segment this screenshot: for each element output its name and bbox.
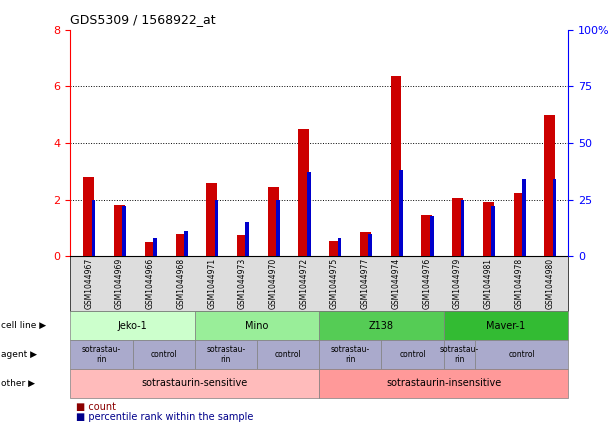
- Text: Maver-1: Maver-1: [486, 321, 525, 331]
- Bar: [145, 242, 156, 256]
- Text: other ▶: other ▶: [1, 379, 35, 388]
- Text: agent ▶: agent ▶: [1, 350, 37, 359]
- Text: sotrastau-
rin: sotrastau- rin: [331, 345, 370, 364]
- Bar: [461, 200, 464, 256]
- Bar: [299, 129, 309, 256]
- Text: ■ count: ■ count: [76, 402, 116, 412]
- Bar: [553, 179, 557, 256]
- Text: control: control: [508, 350, 535, 359]
- Bar: [268, 187, 279, 256]
- Text: control: control: [275, 350, 301, 359]
- Bar: [207, 183, 217, 256]
- Bar: [390, 77, 401, 256]
- Bar: [399, 170, 403, 256]
- Bar: [360, 232, 371, 256]
- Bar: [329, 241, 340, 256]
- Bar: [237, 235, 248, 256]
- Bar: [114, 205, 125, 256]
- Bar: [246, 222, 249, 256]
- Bar: [184, 231, 188, 256]
- Text: sotrastau-
rin: sotrastau- rin: [82, 345, 121, 364]
- Bar: [175, 233, 186, 256]
- Text: ■ percentile rank within the sample: ■ percentile rank within the sample: [76, 412, 254, 423]
- Bar: [544, 115, 555, 256]
- Text: Z138: Z138: [369, 321, 394, 331]
- Bar: [214, 200, 218, 256]
- Text: control: control: [399, 350, 426, 359]
- Text: GDS5309 / 1568922_at: GDS5309 / 1568922_at: [70, 13, 216, 26]
- Text: sotrastau-
rin: sotrastau- rin: [440, 345, 479, 364]
- Bar: [483, 203, 494, 256]
- Text: cell line ▶: cell line ▶: [1, 321, 46, 330]
- Bar: [276, 200, 280, 256]
- Bar: [338, 238, 342, 256]
- Bar: [122, 206, 126, 256]
- Text: sotrastaurin-sensitive: sotrastaurin-sensitive: [142, 378, 248, 388]
- Bar: [452, 198, 463, 256]
- Bar: [422, 215, 432, 256]
- Bar: [430, 216, 434, 256]
- Bar: [83, 177, 94, 256]
- Bar: [92, 200, 95, 256]
- Text: Jeko-1: Jeko-1: [118, 321, 147, 331]
- Bar: [368, 233, 372, 256]
- Text: sotrastaurin-insensitive: sotrastaurin-insensitive: [386, 378, 502, 388]
- Text: Mino: Mino: [245, 321, 269, 331]
- Bar: [153, 238, 157, 256]
- Bar: [491, 206, 495, 256]
- Bar: [307, 173, 310, 256]
- Bar: [522, 179, 525, 256]
- Bar: [514, 192, 524, 256]
- Text: sotrastau-
rin: sotrastau- rin: [207, 345, 246, 364]
- Text: control: control: [150, 350, 177, 359]
